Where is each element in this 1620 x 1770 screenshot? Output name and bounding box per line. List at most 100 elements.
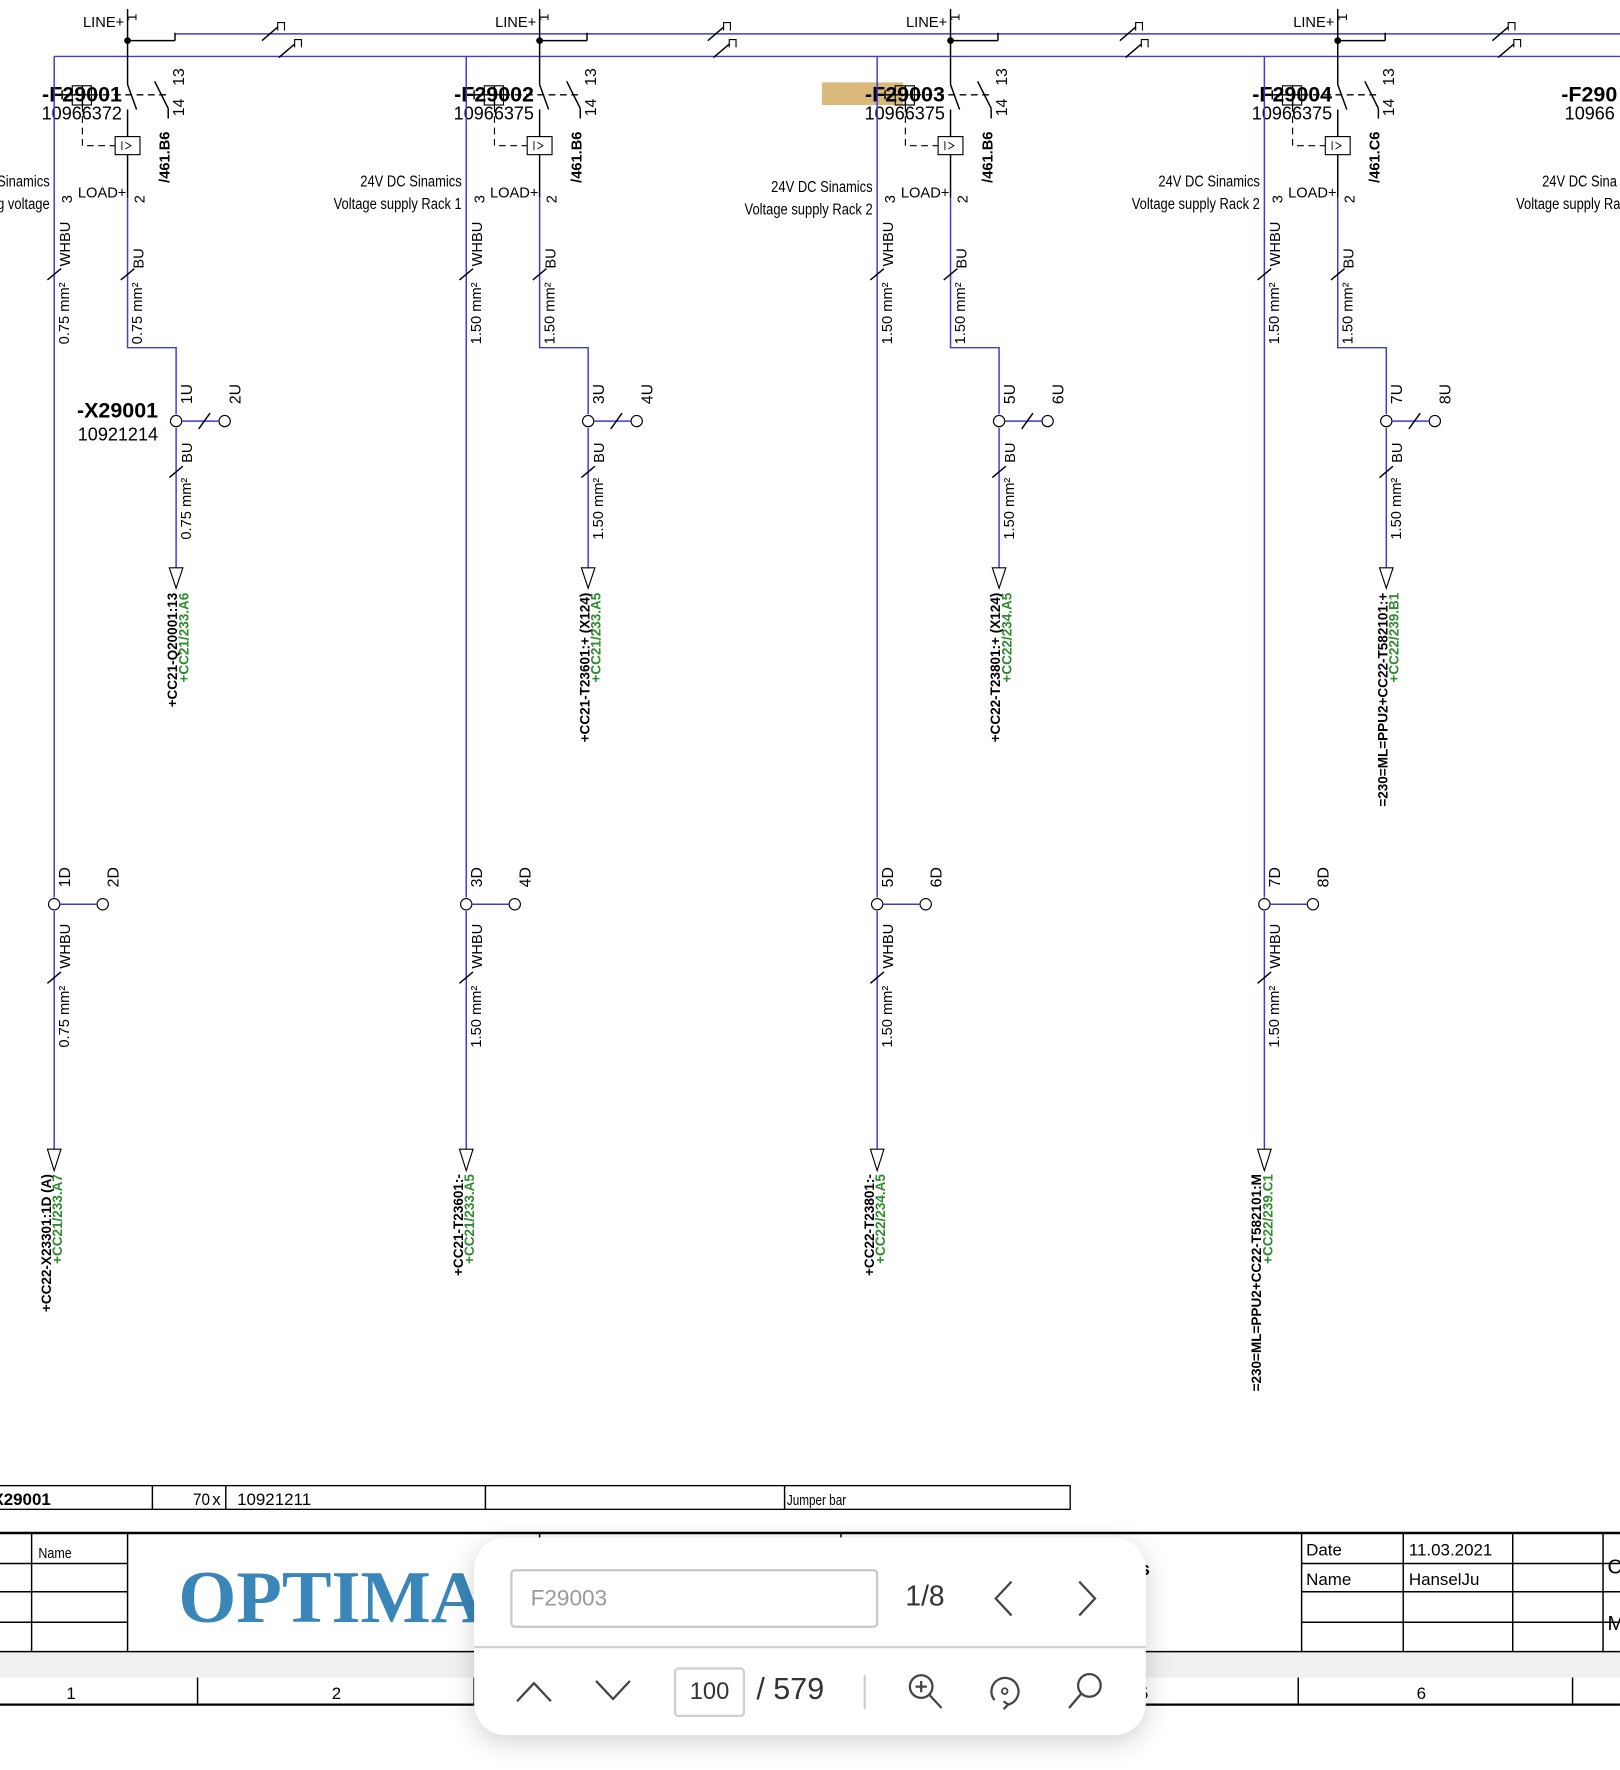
- column-number: 2: [332, 1684, 341, 1703]
- target-reference: +CC22-X23301:1D (A): [39, 1174, 54, 1312]
- page-reference: +CC22/239.C1: [1260, 1174, 1275, 1264]
- device-description: Voltage supply Rack 1: [334, 196, 462, 213]
- toolbar-separator: [863, 1675, 866, 1710]
- target-arrow: [458, 1148, 474, 1173]
- page-reference: +CC22/234.A5: [873, 1174, 888, 1264]
- target-arrow: [869, 1148, 885, 1173]
- terminal-circle: [1428, 414, 1442, 428]
- parts-number: 10921211: [237, 1490, 311, 1509]
- wire-color-label: BU: [131, 248, 147, 268]
- aux-contact: [154, 80, 169, 109]
- rotate-button[interactable]: [982, 1669, 1027, 1714]
- bus-break-mark: [278, 43, 296, 59]
- wire-color-label: WHBU: [470, 222, 486, 267]
- previous-match-button[interactable]: [982, 1576, 1027, 1621]
- mechanical-link: [1292, 104, 1326, 147]
- next-page-button[interactable]: [590, 1669, 635, 1714]
- chevron-right-icon: [1078, 1580, 1097, 1617]
- wire-cut-mark: [1257, 268, 1272, 281]
- terminal-label: 8U: [1438, 384, 1455, 404]
- jumper-mark: [1408, 412, 1421, 430]
- parts-qty: 70: [193, 1490, 210, 1509]
- line-label: LINE+: [83, 15, 124, 31]
- load-label: LOAD+: [901, 186, 949, 202]
- wire-cross-section: 0.75 mm²: [130, 282, 146, 344]
- terminal-label: 3U: [591, 384, 608, 404]
- device-part-number: 10966372: [42, 104, 122, 124]
- mechanical-link: [493, 104, 528, 147]
- device-description: 24V DC Sinamics: [1158, 173, 1259, 190]
- terminal-label: 7D: [1267, 867, 1284, 887]
- wire-cross-section: 1.50 mm²: [953, 282, 969, 344]
- terminal-number: 1: [948, 14, 963, 22]
- bus-break-mark: [261, 26, 279, 42]
- overcurrent-trip-box: [937, 136, 964, 156]
- aux-contact: [566, 80, 581, 109]
- aux-pin: 14: [583, 98, 600, 116]
- rotate-icon: [990, 1676, 1020, 1710]
- target-reference: +CC21-T23601:-: [451, 1174, 466, 1276]
- wire-cross-section: 1.50 mm²: [591, 478, 607, 540]
- previous-page-button[interactable]: [511, 1669, 556, 1714]
- next-match-button[interactable]: [1063, 1576, 1108, 1621]
- page-number-input[interactable]: [673, 1667, 746, 1718]
- terminal-circle: [47, 898, 61, 911]
- trip-symbol: [533, 141, 544, 151]
- pin-number: 2: [955, 195, 971, 203]
- wire-right: [949, 197, 1000, 415]
- pin-number: 3: [1270, 195, 1286, 203]
- name-label: Name: [1306, 1570, 1351, 1589]
- aux-pin: 13: [583, 68, 600, 86]
- wire-cross-section: 0.75 mm²: [179, 478, 195, 540]
- wire-color-label: WHBU: [881, 924, 897, 969]
- terminal-circle: [992, 414, 1006, 428]
- device-part-number: 10966375: [1252, 104, 1332, 124]
- jumper-mark: [610, 412, 623, 430]
- wire-cut-mark: [168, 465, 184, 479]
- wire-cut-mark: [458, 268, 474, 281]
- parts-qty-unit: x: [212, 1490, 221, 1509]
- wire-right: [1337, 197, 1388, 415]
- bus-break-symbol: [1135, 22, 1144, 31]
- device-description: Voltage supply Ra: [1516, 196, 1620, 213]
- overcurrent-trip-box: [526, 136, 553, 156]
- page-total: / 579: [756, 1671, 825, 1706]
- device-description: 24V DC Sinamics: [0, 173, 50, 190]
- bus-break-symbol: [277, 22, 286, 31]
- device-description: 24V DC Sina: [1542, 173, 1618, 190]
- bus-break-mark: [707, 26, 725, 42]
- device-part-number: 10966: [1565, 104, 1615, 124]
- terminal-label: 8D: [1316, 867, 1333, 887]
- terminal-circle: [1306, 898, 1320, 911]
- search-icon: [1068, 1673, 1102, 1709]
- search-button[interactable]: [1063, 1669, 1108, 1714]
- wire-cut-mark: [458, 971, 474, 984]
- wire-cut-mark: [943, 268, 958, 281]
- wire-cross-section: 1.50 mm²: [880, 282, 896, 344]
- load-label: LOAD+: [1288, 186, 1336, 202]
- page-reference: +CC21/233.A5: [462, 1174, 477, 1264]
- wire-color-label: WHBU: [1268, 924, 1284, 969]
- parts-row: [0, 1484, 1071, 1511]
- terminal-label: 5U: [1002, 384, 1019, 404]
- wire-color-label: WHBU: [58, 222, 74, 267]
- wire-color-label: BU: [954, 248, 970, 268]
- breaker-contact: [949, 84, 961, 110]
- terminal-circle: [1041, 414, 1054, 428]
- terminal-circle: [218, 414, 231, 428]
- search-input[interactable]: [510, 1569, 879, 1628]
- aux-pin: 14: [171, 98, 188, 116]
- chevron-up-icon: [516, 1681, 552, 1703]
- terminal-label: 4D: [518, 867, 535, 887]
- wire-color-label: BU: [180, 442, 196, 462]
- wire-right: [126, 197, 177, 415]
- wire-cross-section: 0.75 mm²: [57, 986, 73, 1048]
- line-label: LINE+: [906, 15, 947, 31]
- terminal-circle: [1380, 414, 1393, 428]
- wire-color-label: WHBU: [470, 924, 486, 969]
- terminal-label: 2D: [106, 867, 123, 887]
- chevron-down-icon: [595, 1680, 631, 1701]
- device-part-number: 10966375: [865, 104, 945, 124]
- zoom-in-button[interactable]: [903, 1669, 948, 1714]
- target-reference: +CC21-T23601:+ (X124): [577, 593, 592, 743]
